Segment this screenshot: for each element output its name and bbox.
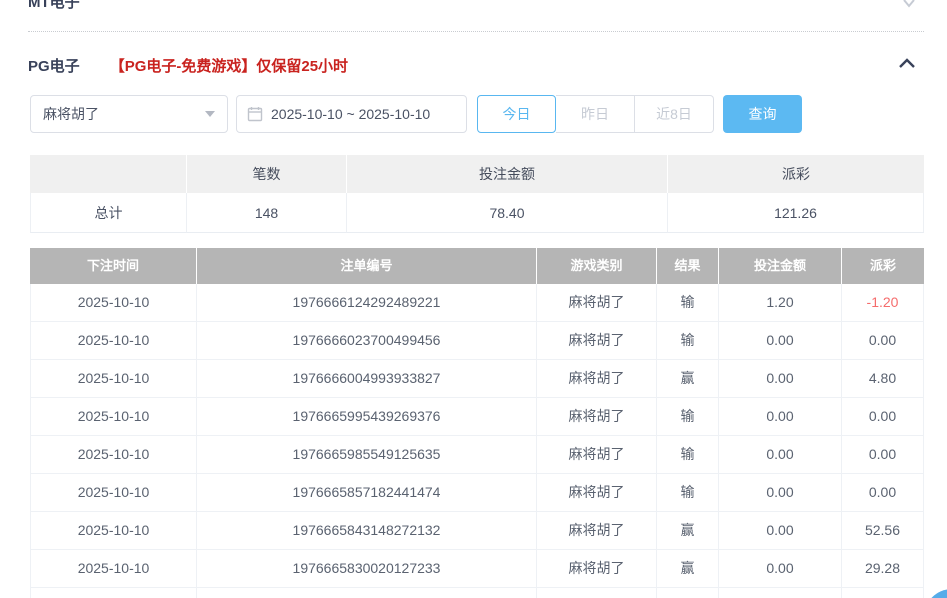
table-row: 2025-10-10 1976666124292489221 麻将胡了 输 1.… [30,284,924,322]
result-cell: 输 [657,322,719,360]
summary-total-count: 148 [187,193,347,233]
bet-cell: 0.00 [719,474,842,512]
summary-header-count: 笔数 [187,155,347,193]
date-range-input[interactable]: 2025-10-10 ~ 2025-10-10 [236,95,467,133]
table-row: 2025-10-10 1976666004993933827 麻将胡了 赢 0.… [30,360,924,398]
table-row: 2025-10-10 1976665995439269376 麻将胡了 输 0.… [30,398,924,436]
bet-cell: 0.00 [719,398,842,436]
order-cell: 1976666124292489221 [197,284,537,322]
col-header-game: 游戏类别 [537,248,657,284]
col-header-time: 下注时间 [30,248,197,284]
time-cell: 2025-10-10 [30,398,197,436]
payout-cell: 29.28 [842,550,924,588]
summary-total-payout: 121.26 [668,193,924,233]
game-cell: 麻将胡了 [537,284,657,322]
order-cell: 1976665985549125635 [197,436,537,474]
summary-table: 笔数 投注金额 派彩 总计 148 78.40 121.26 [30,155,924,233]
table-row: 2025-10-10 1976665857182441474 麻将胡了 输 0.… [30,474,924,512]
mt-section-title: MT电子 [28,0,80,11]
game-cell: 麻将胡了 [537,436,657,474]
last-8-days-button[interactable]: 近8日 [635,95,714,133]
payout-cell: 4.80 [842,360,924,398]
pg-section-header: PG电子 【PG电子-免费游戏】仅保留25小时 [28,55,348,76]
summary-total-bet: 78.40 [347,193,668,233]
game-cell: 麻将胡了 [537,550,657,588]
col-header-result: 结果 [657,248,719,284]
pg-section-title: PG电子 [28,58,80,75]
order-cell: 1976666023700499456 [197,322,537,360]
yesterday-button[interactable]: 昨日 [556,95,635,133]
col-header-order: 注单编号 [197,248,537,284]
payout-cell: 0.00 [842,322,924,360]
date-range-value: 2025-10-10 ~ 2025-10-10 [271,106,431,122]
payout-cell: 0.00 [842,436,924,474]
bet-cell: 0.00 [719,550,842,588]
result-cell: 输 [657,284,719,322]
summary-total-label: 总计 [30,193,187,233]
order-cell: 1976665843148272132 [197,512,537,550]
bet-cell: 0.00 [719,360,842,398]
pg-free-game-notice: 【PG电子-免费游戏】仅保留25小时 [109,58,349,75]
game-type-select[interactable]: 麻将胡了 [30,95,228,133]
col-header-payout: 派彩 [842,248,924,284]
game-cell: 麻将胡了 [537,360,657,398]
bet-records-table: 下注时间 注单编号 游戏类别 结果 投注金额 派彩 2025-10-10 197… [30,248,924,598]
table-header-row: 下注时间 注单编号 游戏类别 结果 投注金额 派彩 [30,248,924,284]
payout-cell: 52.56 [842,512,924,550]
bet-cell: 0.00 [719,322,842,360]
time-cell: 2025-10-10 [30,436,197,474]
table-row: 2025-10-10 1976665843148272132 麻将胡了 赢 0.… [30,512,924,550]
payout-cell: 0.00 [842,398,924,436]
bet-cell: 0.00 [719,512,842,550]
result-cell: 输 [657,436,719,474]
summary-header-payout: 派彩 [668,155,924,193]
table-row: 2025-10-10 1976665985549125635 麻将胡了 输 0.… [30,436,924,474]
query-button[interactable]: 查询 [723,95,802,133]
game-cell: 麻将胡了 [537,322,657,360]
game-type-select-value: 麻将胡了 [43,106,99,122]
order-cell: 1976665830020127233 [197,550,537,588]
table-row: 2025-10-10 1976665830020127233 麻将胡了 赢 0.… [30,550,924,588]
calendar-icon [247,106,263,122]
time-cell: 2025-10-10 [30,322,197,360]
time-cell: 2025-10-10 [30,360,197,398]
result-cell: 赢 [657,512,719,550]
game-cell: 麻将胡了 [537,512,657,550]
game-cell: 麻将胡了 [537,474,657,512]
bet-cell: 0.00 [719,436,842,474]
today-button[interactable]: 今日 [477,95,556,133]
chevron-down-icon[interactable] [901,0,917,16]
caret-down-icon [205,111,215,117]
result-cell: 赢 [657,550,719,588]
time-cell: 2025-10-10 [30,550,197,588]
result-cell: 输 [657,474,719,512]
section-divider [28,31,924,32]
summary-header-bet: 投注金额 [347,155,668,193]
summary-header-row: 笔数 投注金额 派彩 [30,155,924,193]
summary-header-blank [30,155,187,193]
order-cell: 1976666004993933827 [197,360,537,398]
col-header-bet: 投注金额 [719,248,842,284]
game-cell: 麻将胡了 [537,398,657,436]
floating-action-button[interactable] [924,589,947,598]
payout-cell: -1.20 [842,284,924,322]
result-cell: 赢 [657,360,719,398]
result-cell: 输 [657,398,719,436]
bet-cell: 1.20 [719,284,842,322]
summary-total-row: 总计 148 78.40 121.26 [30,193,924,233]
time-cell: 2025-10-10 [30,474,197,512]
quick-range-group: 今日 昨日 近8日 [477,95,714,133]
table-row: 2025-10-10 1976666023700499456 麻将胡了 输 0.… [30,322,924,360]
table-row-partial [30,588,924,598]
order-cell: 1976665857182441474 [197,474,537,512]
time-cell: 2025-10-10 [30,284,197,322]
order-cell: 1976665995439269376 [197,398,537,436]
chevron-up-icon[interactable] [897,55,917,78]
payout-cell: 0.00 [842,474,924,512]
time-cell: 2025-10-10 [30,512,197,550]
